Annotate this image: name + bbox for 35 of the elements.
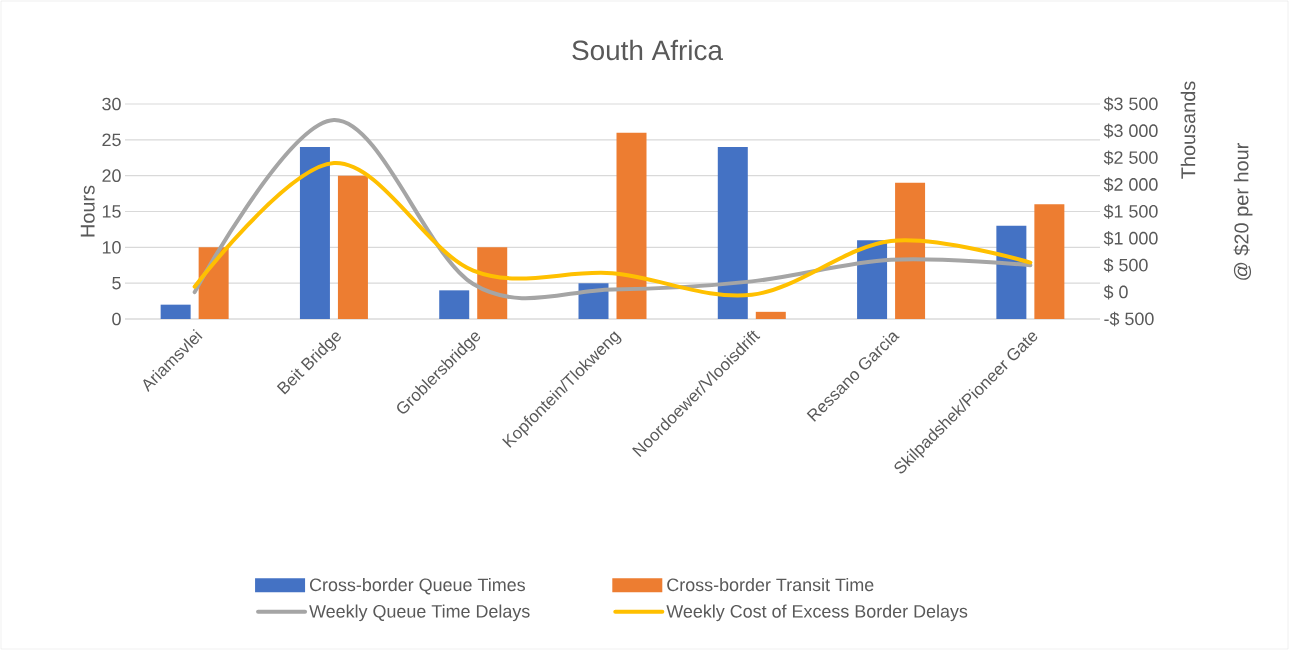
bar [996,225,1027,319]
bar [299,147,330,319]
legend-label: Weekly Cost of Excess Border Delays [666,604,968,622]
y-tick-label: 20 [102,169,121,183]
legend-label: Cross-border Queue Times [309,578,525,595]
y2-tick-label: $1 500 [1103,204,1158,219]
y2-tick-label: $1 000 [1103,231,1158,246]
y2-tick-label: $2 500 [1103,150,1158,166]
bar [160,304,191,319]
legend-label: Weekly Queue Time Delays [309,604,530,622]
y-tick-label: 15 [102,205,121,218]
y-tick-label: 10 [102,240,121,254]
y-tick-label: 5 [112,276,121,290]
y2-tick-label: -$ 500 [1104,311,1154,327]
y2-tick-label: $2 000 [1103,177,1158,192]
y-axis-title: Hours [80,185,95,237]
y2-tick-label: $ 0 [1103,284,1128,300]
y2-tick-label: $3 000 [1103,123,1158,139]
bar [755,311,786,319]
y-tick-label: 0 [112,312,121,326]
text: @ $20 per hour [1233,142,1253,280]
bar [895,182,926,319]
y2-axis-title: Thousands [1180,81,1196,179]
y-tick-label: 30 [102,97,121,111]
bar [1034,204,1065,319]
bar [337,175,368,319]
bar [616,132,647,319]
y-tick-label: 25 [102,133,121,147]
bar [717,147,748,319]
line-series [192,161,1033,298]
y2-tick-label: $ 500 [1103,257,1148,273]
legend-label: Cross-border Transit Time [667,578,874,592]
y2-tick-label: $3 500 [1103,96,1158,112]
bar [439,290,470,319]
chart-title: South Africa [572,39,723,61]
